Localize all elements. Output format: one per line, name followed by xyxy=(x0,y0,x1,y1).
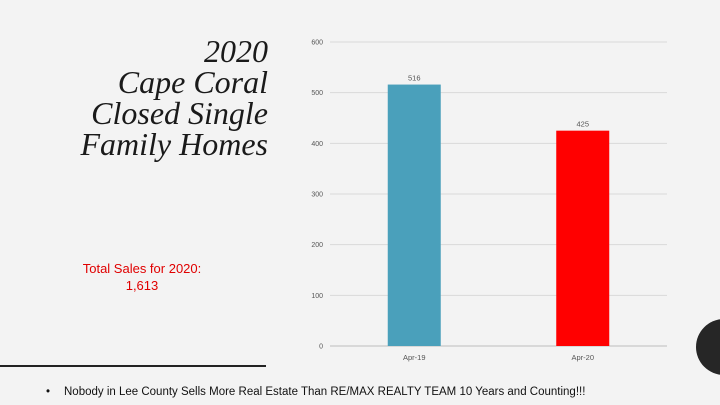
y-tick-label: 0 xyxy=(319,344,323,351)
data-label: 516 xyxy=(408,74,421,83)
slide-title: 2020 Cape Coral Closed Single Family Hom… xyxy=(80,33,268,162)
total-sales-label: Total Sales for 2020: xyxy=(82,261,202,276)
y-tick-label: 300 xyxy=(311,192,323,199)
y-tick-label: 400 xyxy=(311,141,323,148)
footer-text: Nobody in Lee County Sells More Real Est… xyxy=(64,386,586,398)
y-tick-label: 200 xyxy=(311,242,323,249)
bar xyxy=(556,130,610,346)
y-tick-label: 600 xyxy=(311,40,323,47)
x-tick-label: Apr-20 xyxy=(571,353,594,362)
y-tick-label: 500 xyxy=(311,90,323,97)
footer-note: • Nobody in Lee County Sells More Real Es… xyxy=(46,386,712,398)
x-tick-label: Apr-19 xyxy=(403,353,426,362)
total-sales-callout: Total Sales for 2020: 1,613 xyxy=(62,260,222,294)
bar xyxy=(387,84,441,346)
total-sales-value: 1,613 xyxy=(125,278,159,293)
y-tick-label: 100 xyxy=(311,293,323,300)
divider-line xyxy=(0,365,266,367)
bar-chart: 0 100 200 300 400 500 600 516 Apr-19 425 Apr-20 xyxy=(311,40,667,362)
data-label: 425 xyxy=(576,120,589,129)
bullet-icon: • xyxy=(46,386,51,398)
corner-circle-decoration xyxy=(696,319,720,375)
